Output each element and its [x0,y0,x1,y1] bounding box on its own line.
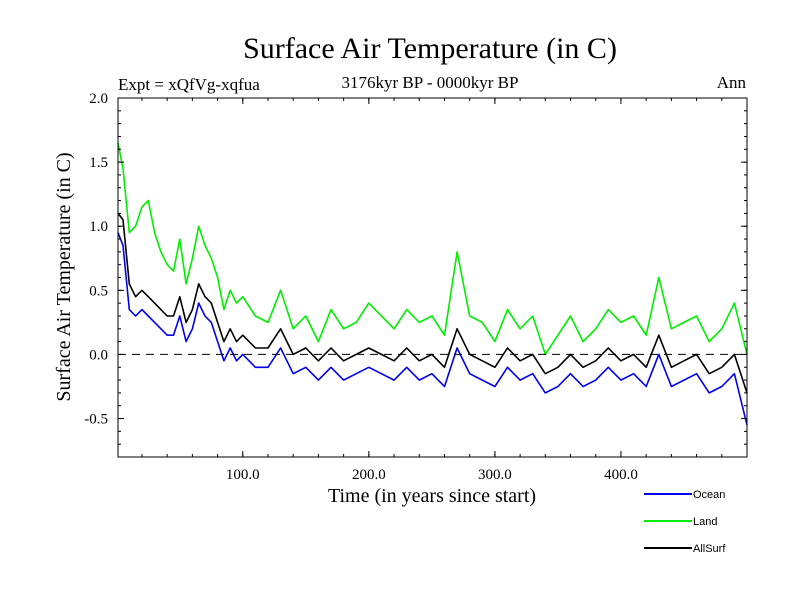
x-tick-label: 100.0 [226,467,260,483]
series-line-land [117,142,748,356]
y-tick-label: 1.0 [89,219,108,235]
chart-title: Surface Air Temperature (in C) [243,32,617,65]
plot-frame [117,97,748,458]
x-tick-label: 200.0 [352,467,386,483]
y-tick-label: 2.0 [89,91,108,107]
x-tick-label: 300.0 [478,467,512,483]
experiment-label: Expt = xQfVg-xqfua [118,75,260,94]
y-tick-label: 0.0 [89,347,108,363]
y-tick-label: 1.5 [89,155,108,171]
legend: Ocean Land AllSurf [644,489,726,555]
y-tick-label: -0.5 [84,412,108,428]
axis-ticks: -0.5 0.0 0.5 1.0 1.5 2.0 100.0 200.0 300.0 400.0 [84,91,747,483]
legend-label-allsurf: AllSurf [693,543,726,555]
period-label: 3176kyr BP - 0000kyr BP [342,73,519,92]
y-axis-label: Surface Air Temperature (in C) [53,152,75,401]
legend-label-ocean: Ocean [693,489,725,501]
plot-lines [117,142,748,426]
y-tick-label: 0.5 [89,283,108,299]
series-line-ocean [117,232,748,426]
x-axis-label: Time (in years since start) [328,485,536,507]
season-label: Ann [717,73,747,92]
x-tick-label: 400.0 [604,467,638,483]
legend-label-land: Land [693,516,717,528]
series-line-allsurf [117,212,748,394]
